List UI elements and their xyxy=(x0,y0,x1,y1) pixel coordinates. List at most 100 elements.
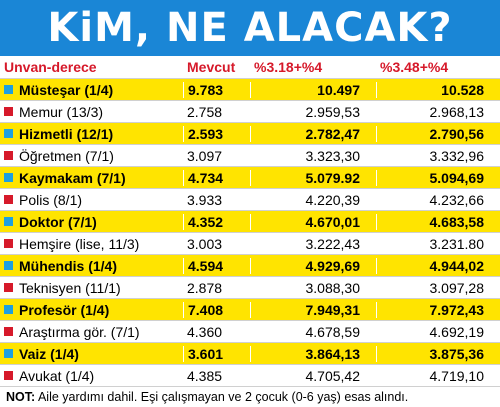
blue-square-icon xyxy=(4,305,13,314)
value-318: 4.929,69 xyxy=(250,257,376,274)
mevcut-value: 9.783 xyxy=(183,81,250,98)
value-348: 4.719,10 xyxy=(429,367,485,384)
row-title-cell: Araştırma gör. (7/1) xyxy=(0,324,183,340)
value-348: 3.875,36 xyxy=(376,345,500,362)
table-row: Kaymakam (7/1) 4.734 5.079.92 5.094,69 xyxy=(0,167,500,189)
red-square-icon xyxy=(4,371,13,380)
table-row: Hizmetli (12/1) 2.593 2.782,47 2.790,56 xyxy=(0,123,500,145)
row-title: Avukat (1/4) xyxy=(19,367,95,384)
row-title-cell: Vaiz (1/4) xyxy=(0,346,183,362)
header-mevcut: Mevcut xyxy=(187,59,236,75)
red-square-icon xyxy=(4,283,13,292)
value-348: 4.232,66 xyxy=(429,191,485,208)
mevcut-value: 2.593 xyxy=(183,125,250,142)
footnote-label: NOT: xyxy=(6,390,36,404)
blue-square-icon xyxy=(4,129,13,138)
value-318: 3.864,13 xyxy=(250,345,376,362)
mevcut-value: 3.003 xyxy=(187,235,223,252)
row-title: Vaiz (1/4) xyxy=(19,345,79,362)
value-348: 4.944,02 xyxy=(376,257,500,274)
value-348: 10.528 xyxy=(376,81,500,98)
row-title-cell: Polis (8/1) xyxy=(0,192,183,208)
row-title: Öğretmen (7/1) xyxy=(19,147,114,164)
value-348: 4.692,19 xyxy=(429,323,485,340)
blue-square-icon xyxy=(4,217,13,226)
table-row: Teknisyen (11/1) 2.878 3.088,30 3.097,28 xyxy=(0,277,500,299)
header-col-348: %3.48+%4 xyxy=(380,59,449,75)
row-title: Memur (13/3) xyxy=(19,103,104,120)
row-title: Araştırma gör. (7/1) xyxy=(19,323,140,340)
red-square-icon xyxy=(4,239,13,248)
value-318: 3.088,30 xyxy=(305,279,361,296)
value-318: 4.220,39 xyxy=(305,191,361,208)
mevcut-value: 4.594 xyxy=(183,257,250,274)
page-title: KiM, NE ALACAK? xyxy=(47,5,453,51)
title-bar: KiM, NE ALACAK? xyxy=(0,0,500,56)
mevcut-value: 3.097 xyxy=(187,147,223,164)
row-title-cell: Teknisyen (11/1) xyxy=(0,280,183,296)
blue-square-icon xyxy=(4,349,13,358)
row-title: Mühendis (1/4) xyxy=(19,257,118,274)
value-318: 2.782,47 xyxy=(250,125,376,142)
footnote: NOT: Aile yardımı dahil. Eşi çalışmayan … xyxy=(0,387,500,407)
value-318: 3.323,30 xyxy=(305,147,361,164)
mevcut-value: 4.360 xyxy=(187,323,223,340)
value-318: 5.079.92 xyxy=(250,169,376,186)
row-title-cell: Hemşire (lise, 11/3) xyxy=(0,236,183,252)
row-title-cell: Kaymakam (7/1) xyxy=(0,170,183,186)
mevcut-value: 2.878 xyxy=(187,279,223,296)
value-318: 2.959,53 xyxy=(305,103,361,120)
row-title-cell: Hizmetli (12/1) xyxy=(0,126,183,142)
row-title-cell: Mühendis (1/4) xyxy=(0,258,183,274)
row-title: Profesör (1/4) xyxy=(19,301,110,318)
table-row: Hemşire (lise, 11/3) 3.003 3.222,43 3.231.8… xyxy=(0,233,500,255)
row-title: Polis (8/1) xyxy=(19,191,83,208)
blue-square-icon xyxy=(4,85,13,94)
mevcut-value: 4.734 xyxy=(183,169,250,186)
table-row: Avukat (1/4) 4.385 4.705,42 4.719,10 xyxy=(0,365,500,387)
row-title: Teknisyen (11/1) xyxy=(19,279,121,296)
mevcut-value: 3.933 xyxy=(187,191,223,208)
red-square-icon xyxy=(4,327,13,336)
blue-square-icon xyxy=(4,173,13,182)
table-row: Vaiz (1/4) 3.601 3.864,13 3.875,36 xyxy=(0,343,500,365)
table-header: Unvan-derece Mevcut %3.18+%4 %3.48+%4 xyxy=(0,56,500,79)
mevcut-value: 2.758 xyxy=(187,103,223,120)
value-348: 5.094,69 xyxy=(376,169,500,186)
mevcut-value: 4.385 xyxy=(187,367,223,384)
red-square-icon xyxy=(4,107,13,116)
mevcut-value: 3.601 xyxy=(183,345,250,362)
footnote-text: Aile yardımı dahil. Eşi çalışmayan ve 2 … xyxy=(35,390,409,404)
value-318: 7.949,31 xyxy=(250,301,376,318)
row-title: Doktor (7/1) xyxy=(19,213,97,230)
row-title-cell: Memur (13/3) xyxy=(0,104,183,120)
blue-square-icon xyxy=(4,261,13,270)
table-row: Doktor (7/1) 4.352 4.670,01 4.683,58 xyxy=(0,211,500,233)
table-row: Mühendis (1/4) 4.594 4.929,69 4.944,02 xyxy=(0,255,500,277)
value-348: 7.972,43 xyxy=(376,301,500,318)
table-row: Öğretmen (7/1) 3.097 3.323,30 3.332,96 xyxy=(0,145,500,167)
red-square-icon xyxy=(4,195,13,204)
table-row: Memur (13/3) 2.758 2.959,53 2.968,13 xyxy=(0,101,500,123)
table-row: Müsteşar (1/4) 9.783 10.497 10.528 xyxy=(0,79,500,101)
value-348: 3.097,28 xyxy=(429,279,485,296)
row-title: Hizmetli (12/1) xyxy=(19,125,114,142)
row-title-cell: Öğretmen (7/1) xyxy=(0,148,183,164)
mevcut-value: 7.408 xyxy=(183,301,250,318)
mevcut-value: 4.352 xyxy=(183,213,250,230)
value-318: 4.678,59 xyxy=(305,323,361,340)
red-square-icon xyxy=(4,151,13,160)
table-body: Müsteşar (1/4) 9.783 10.497 10.528 Memur (13… xyxy=(0,79,500,387)
row-title-cell: Müsteşar (1/4) xyxy=(0,82,183,98)
row-title: Kaymakam (7/1) xyxy=(19,169,126,186)
row-title-cell: Avukat (1/4) xyxy=(0,368,183,384)
row-title-cell: Profesör (1/4) xyxy=(0,302,183,318)
value-348: 2.790,56 xyxy=(376,125,500,142)
value-318: 4.670,01 xyxy=(250,213,376,230)
value-348: 3.332,96 xyxy=(429,147,485,164)
row-title: Hemşire (lise, 11/3) xyxy=(19,235,140,252)
table-row: Araştırma gör. (7/1) 4.360 4.678,59 4.692,1… xyxy=(0,321,500,343)
table-row: Polis (8/1) 3.933 4.220,39 4.232,66 xyxy=(0,189,500,211)
value-318: 3.222,43 xyxy=(305,235,361,252)
